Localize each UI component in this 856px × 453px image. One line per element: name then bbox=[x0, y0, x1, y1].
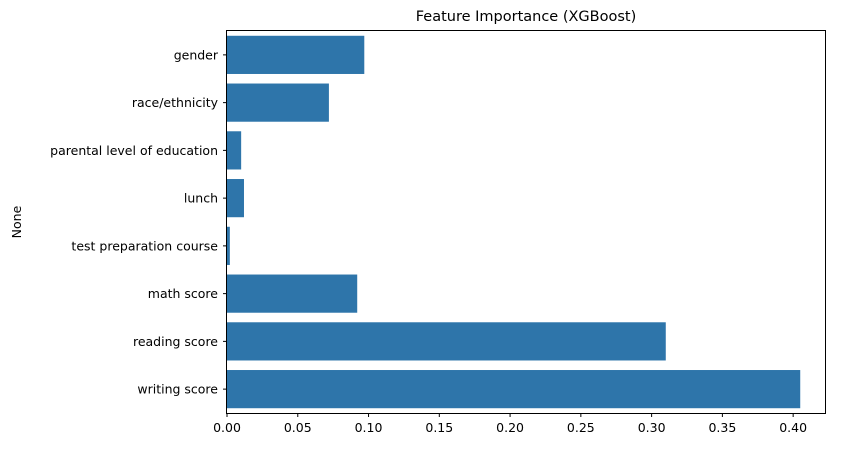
y-ticks-layer: gender race/ethnicity parental level of ed… bbox=[50, 47, 227, 397]
y-tick-label: lunch bbox=[184, 191, 218, 206]
y-tick-label: gender bbox=[174, 47, 219, 62]
x-tick-label: 0.00 bbox=[213, 420, 241, 435]
bar bbox=[227, 83, 329, 122]
x-tick-label: 0.10 bbox=[355, 420, 383, 435]
bar bbox=[227, 226, 230, 265]
bars-layer bbox=[227, 35, 801, 409]
y-tick-label: test preparation course bbox=[71, 238, 218, 253]
x-tick-label: 0.25 bbox=[567, 420, 595, 435]
bar bbox=[227, 131, 242, 170]
x-tick-label: 0.05 bbox=[284, 420, 312, 435]
bar bbox=[227, 274, 358, 313]
chart-title: Feature Importance (XGBoost) bbox=[416, 9, 637, 25]
bar bbox=[227, 35, 365, 74]
bar bbox=[227, 179, 244, 218]
x-tick-label: 0.15 bbox=[425, 420, 453, 435]
x-ticks-layer: 0.00 0.05 0.10 0.15 0.20 0.25 0.30 0.35 0.40 bbox=[213, 413, 807, 435]
y-tick-label: reading score bbox=[133, 334, 218, 349]
x-tick-label: 0.40 bbox=[779, 420, 807, 435]
x-tick-label: 0.35 bbox=[708, 420, 736, 435]
y-tick-label: race/ethnicity bbox=[132, 95, 219, 110]
x-tick-label: 0.30 bbox=[638, 420, 666, 435]
y-tick-label: parental level of education bbox=[50, 143, 218, 158]
y-tick-label: writing score bbox=[137, 382, 218, 397]
plot-frame bbox=[226, 30, 826, 414]
bar bbox=[227, 322, 666, 361]
x-tick-label: 0.20 bbox=[496, 420, 524, 435]
y-axis-label: None bbox=[9, 205, 24, 238]
y-tick-label: math score bbox=[148, 286, 219, 301]
bar bbox=[227, 370, 801, 409]
